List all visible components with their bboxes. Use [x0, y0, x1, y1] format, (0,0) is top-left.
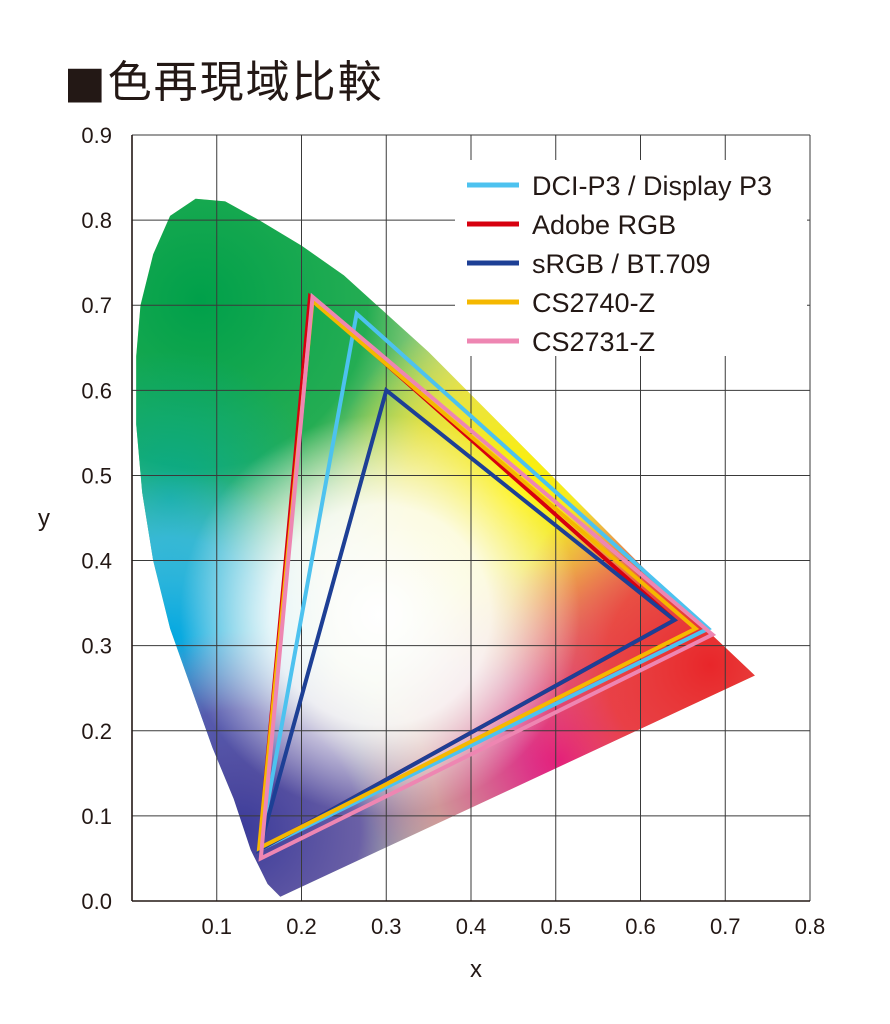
axes: [131, 135, 810, 902]
legend: DCI-P3 / Display P3 Adobe RGB sRGB / BT.70…: [455, 160, 807, 357]
gamut-triangle-5: [258, 292, 717, 862]
x-tick-label: 0.3: [371, 914, 402, 939]
tick-labels: 0.1 0.2 0.3 0.4 0.5 0.6 0.7 0.8 0.0 0.1 0.2 0.3 0.4 0…: [81, 123, 825, 939]
y-tick-label: 0.2: [81, 719, 112, 744]
y-tick-label: 0.5: [81, 463, 112, 488]
y-tick-label: 0.4: [81, 549, 112, 574]
y-axis-label: y: [38, 505, 50, 532]
x-tick-label: 0.6: [625, 914, 656, 939]
legend-label: sRGB / BT.709: [532, 249, 711, 279]
y-tick-label: 0.0: [81, 889, 112, 914]
legend-label: CS2740-Z: [532, 288, 655, 318]
legend-label: Adobe RGB: [532, 210, 676, 240]
x-tick-label: 0.8: [795, 914, 826, 939]
x-tick-label: 0.1: [201, 914, 232, 939]
gamut-triangle-1: [256, 309, 712, 854]
y-tick-label: 0.6: [81, 378, 112, 403]
y-tick-label: 0.7: [81, 293, 112, 318]
x-tick-label: 0.4: [456, 914, 487, 939]
x-tick-label: 0.2: [286, 914, 317, 939]
x-tick-label: 0.7: [710, 914, 741, 939]
y-tick-label: 0.9: [81, 123, 112, 148]
gamut-triangle-3: [255, 386, 678, 854]
legend-label: CS2731-Z: [532, 327, 655, 357]
y-tick-label: 0.8: [81, 208, 112, 233]
page-title: ■色再現域比較: [64, 57, 384, 108]
x-axis-label: x: [470, 956, 482, 983]
legend-label: DCI-P3 / Display P3: [532, 171, 772, 201]
x-tick-label: 0.5: [540, 914, 571, 939]
y-tick-label: 0.1: [81, 804, 112, 829]
legend-box: [455, 160, 807, 356]
gamut-triangles: [255, 292, 717, 862]
y-tick-label: 0.3: [81, 634, 112, 659]
